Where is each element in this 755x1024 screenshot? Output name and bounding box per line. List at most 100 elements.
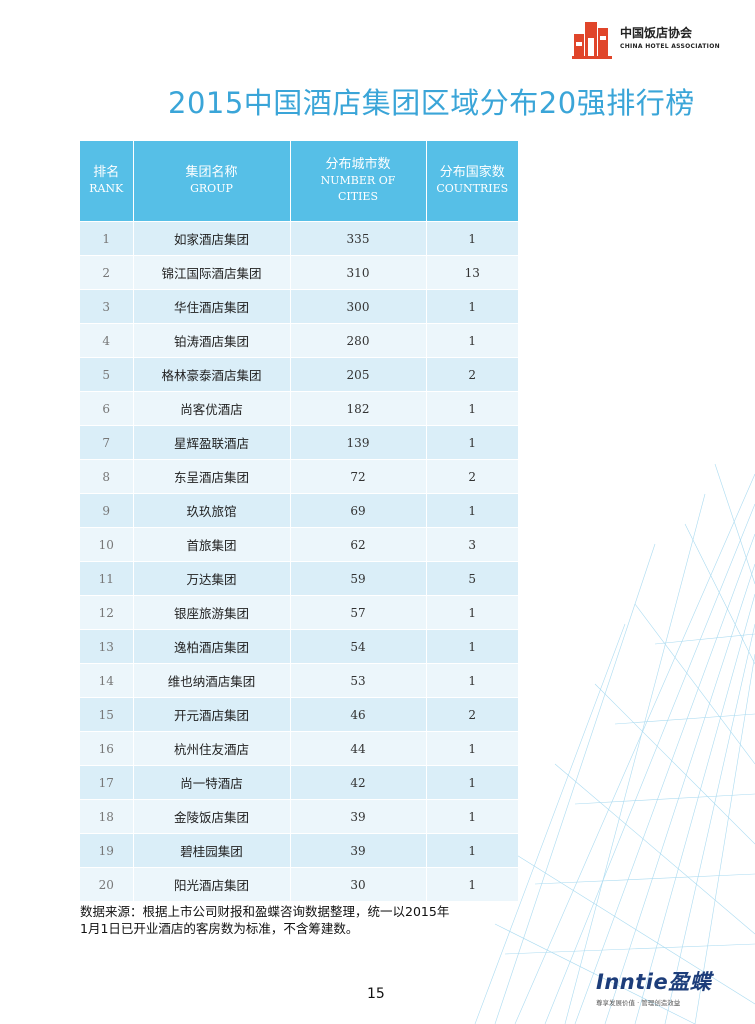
- countries-count-cell: 1: [426, 289, 518, 324]
- cities-count-cell: 30: [290, 867, 427, 901]
- building-logo-icon: [572, 22, 612, 59]
- group-name-cell: 尚一特酒店: [133, 765, 291, 800]
- china-hotel-association-logo: 中国饭店协会 CHINA HOTEL ASSOCIATION: [572, 18, 732, 62]
- group-name-cell: 金陵饭店集团: [133, 799, 291, 834]
- cities-count-cell: 335: [290, 221, 427, 256]
- rank-cell: 4: [80, 323, 134, 358]
- rank-cell: 11: [80, 561, 134, 596]
- countries-count-cell: 1: [426, 799, 518, 834]
- cities-count-cell: 44: [290, 731, 427, 766]
- countries-count-cell: 1: [426, 391, 518, 426]
- cities-count-cell: 59: [290, 561, 427, 596]
- group-name-cell: 阳光酒店集团: [133, 867, 291, 901]
- group-name-cell: 星辉盈联酒店: [133, 425, 291, 460]
- table-row: 5 格林豪泰酒店集团 205 2: [80, 357, 518, 392]
- countries-count-cell: 1: [426, 867, 518, 901]
- table-row: 16 杭州住友酒店 44 1: [80, 731, 518, 766]
- group-name-cell: 首旅集团: [133, 527, 291, 562]
- table-row: 17 尚一特酒店 42 1: [80, 765, 518, 800]
- rank-cell: 10: [80, 527, 134, 562]
- rank-cell: 17: [80, 765, 134, 800]
- rank-cell: 14: [80, 663, 134, 698]
- cities-count-cell: 139: [290, 425, 427, 460]
- cities-count-cell: 300: [290, 289, 427, 324]
- table-row: 9 玖玖旅馆 69 1: [80, 493, 518, 528]
- table-header-row: 排名 RANK 集团名称 GROUP 分布城市数 NUMBER OF CITIE…: [80, 141, 518, 222]
- countries-count-cell: 1: [426, 629, 518, 664]
- page-title: 2015中国酒店集团区域分布20强排行榜: [168, 86, 695, 120]
- rank-cell: 20: [80, 867, 134, 901]
- page-number: 15: [367, 986, 385, 1002]
- header-cities: 分布城市数 NUMBER OF CITIES: [290, 141, 427, 222]
- countries-count-cell: 1: [426, 595, 518, 630]
- table-row: 11 万达集团 59 5: [80, 561, 518, 596]
- building-wireframe-illustration: [474, 464, 755, 1024]
- header-rank-cn: 排名: [93, 165, 120, 180]
- group-name-cell: 维也纳酒店集团: [133, 663, 291, 698]
- rank-cell: 13: [80, 629, 134, 664]
- cities-count-cell: 72: [290, 459, 427, 494]
- group-name-cell: 杭州住友酒店: [133, 731, 291, 766]
- countries-count-cell: 1: [426, 833, 518, 868]
- countries-count-cell: 13: [426, 255, 518, 290]
- table-row: 13 逸柏酒店集团 54 1: [80, 629, 518, 664]
- header-rank: 排名 RANK: [80, 141, 134, 222]
- rank-cell: 7: [80, 425, 134, 460]
- group-name-cell: 逸柏酒店集团: [133, 629, 291, 664]
- header-cities-en: NUMBER OF CITIES: [320, 174, 396, 203]
- cities-count-cell: 69: [290, 493, 427, 528]
- table-row: 15 开元酒店集团 46 2: [80, 697, 518, 732]
- countries-count-cell: 2: [426, 357, 518, 392]
- rank-cell: 9: [80, 493, 134, 528]
- group-name-cell: 银座旅游集团: [133, 595, 291, 630]
- countries-count-cell: 1: [426, 323, 518, 358]
- source-line-1: 数据来源：根据上市公司财报和盈蝶咨询数据整理，统一以2015年: [80, 904, 450, 919]
- cities-count-cell: 57: [290, 595, 427, 630]
- cities-count-cell: 62: [290, 527, 427, 562]
- header-countries: 分布国家数 COUNTRIES: [426, 141, 518, 222]
- header-group-en: GROUP: [190, 182, 233, 195]
- source-line-2: 1月1日已开业酒店的客房数为标准，不含筹建数。: [80, 921, 359, 936]
- brand-name: Inntie盈蝶: [596, 970, 712, 994]
- brand-tagline: 尊享发展价值 · 管理创造效益: [596, 999, 681, 1007]
- rank-cell: 1: [80, 221, 134, 256]
- countries-count-cell: 1: [426, 221, 518, 256]
- header-countries-cn: 分布国家数: [439, 165, 505, 180]
- header-group-cn: 集团名称: [185, 165, 238, 180]
- cities-count-cell: 280: [290, 323, 427, 358]
- group-name-cell: 玖玖旅馆: [133, 493, 291, 528]
- header-countries-en: COUNTRIES: [436, 182, 509, 195]
- countries-count-cell: 2: [426, 459, 518, 494]
- rank-cell: 8: [80, 459, 134, 494]
- table-row: 6 尚客优酒店 182 1: [80, 391, 518, 426]
- table-row: 8 东呈酒店集团 72 2: [80, 459, 518, 494]
- countries-count-cell: 2: [426, 697, 518, 732]
- header-rank-en: RANK: [89, 182, 124, 195]
- rank-cell: 3: [80, 289, 134, 324]
- rank-cell: 6: [80, 391, 134, 426]
- countries-count-cell: 1: [426, 425, 518, 460]
- cities-count-cell: 42: [290, 765, 427, 800]
- group-name-cell: 如家酒店集团: [133, 221, 291, 256]
- table-row: 18 金陵饭店集团 39 1: [80, 799, 518, 834]
- header-group: 集团名称 GROUP: [133, 141, 291, 222]
- cities-count-cell: 39: [290, 799, 427, 834]
- countries-count-cell: 3: [426, 527, 518, 562]
- group-name-cell: 华住酒店集团: [133, 289, 291, 324]
- table-body: 1 如家酒店集团 335 1 2 锦江国际酒店集团 310 13 3 华住酒店集团 300 1 4 铂涛酒…: [80, 221, 518, 901]
- cities-count-cell: 53: [290, 663, 427, 698]
- table-row: 12 银座旅游集团 57 1: [80, 595, 518, 630]
- rank-cell: 12: [80, 595, 134, 630]
- countries-count-cell: 1: [426, 663, 518, 698]
- table-row: 3 华住酒店集团 300 1: [80, 289, 518, 324]
- group-name-cell: 格林豪泰酒店集团: [133, 357, 291, 392]
- cities-count-cell: 39: [290, 833, 427, 868]
- inntie-brand-logo: Inntie盈蝶 尊享发展价值 · 管理创造效益: [596, 966, 726, 1007]
- table-row: 20 阳光酒店集团 30 1: [80, 867, 518, 901]
- group-name-cell: 开元酒店集团: [133, 697, 291, 732]
- countries-count-cell: 1: [426, 493, 518, 528]
- group-name-cell: 锦江国际酒店集团: [133, 255, 291, 290]
- table-row: 4 铂涛酒店集团 280 1: [80, 323, 518, 358]
- table-row: 10 首旅集团 62 3: [80, 527, 518, 562]
- group-name-cell: 东呈酒店集团: [133, 459, 291, 494]
